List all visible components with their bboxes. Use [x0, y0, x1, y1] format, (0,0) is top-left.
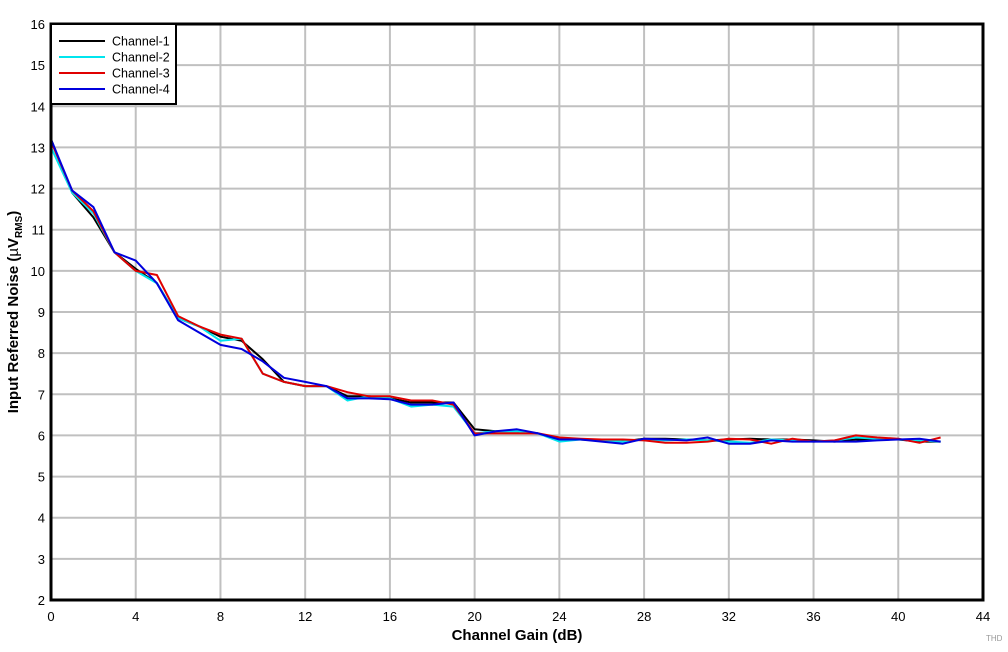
x-axis-ticks: 0 4 8 12 16 20 24 28 32 36 40 44 [47, 609, 990, 624]
x-tick-label: 24 [552, 609, 566, 624]
y-tick-label: 16 [31, 17, 45, 32]
x-tick-label: 40 [891, 609, 905, 624]
y-tick-label: 9 [38, 305, 45, 320]
legend-box [50, 23, 177, 105]
plot-frame [49, 22, 985, 602]
y-tick-label: 14 [31, 99, 45, 114]
x-tick-label: 16 [383, 609, 397, 624]
x-tick-label: 44 [976, 609, 990, 624]
x-tick-label: 12 [298, 609, 312, 624]
y-tick-label: 6 [38, 428, 45, 443]
data-series [50, 138, 941, 445]
y-tick-label: 12 [31, 182, 45, 197]
series-line-channel-1 [50, 138, 941, 443]
y-tick-label: 4 [38, 511, 45, 526]
x-axis-title: Channel Gain (dB) [452, 627, 583, 644]
y-tick-label: 15 [31, 58, 45, 73]
x-tick-label: 0 [47, 609, 54, 624]
y-tick-label: 2 [38, 593, 45, 608]
legend-label: Channel-2 [112, 51, 170, 65]
x-tick-label: 20 [467, 609, 481, 624]
legend-label: Channel-1 [112, 35, 170, 49]
y-axis-title: Input Referred Noise (µVRMS) [5, 211, 25, 414]
legend: Channel-1 Channel-2 Channel-3 Channel-4 [50, 23, 177, 105]
y-tick-label: 8 [38, 346, 45, 361]
watermark: THD [986, 634, 1003, 643]
y-tick-label: 13 [31, 140, 45, 155]
legend-label: Channel-3 [112, 67, 170, 81]
y-tick-label: 11 [32, 223, 46, 238]
x-tick-label: 4 [132, 609, 139, 624]
y-tick-label: 3 [38, 552, 45, 567]
x-tick-label: 8 [217, 609, 224, 624]
y-tick-label: 7 [38, 387, 45, 402]
y-tick-label: 5 [38, 470, 45, 485]
series-line-channel-2 [50, 146, 941, 444]
x-tick-label: 36 [806, 609, 820, 624]
y-axis-ticks: 2 3 4 5 6 7 8 9 10 11 12 13 14 15 16 [31, 17, 45, 608]
legend-label: Channel-4 [112, 83, 170, 97]
x-tick-label: 28 [637, 609, 651, 624]
grid-lines [51, 24, 983, 600]
x-tick-label: 32 [722, 609, 736, 624]
series-line-channel-3 [50, 140, 941, 445]
series-line-channel-4 [50, 138, 941, 445]
y-tick-label: 10 [31, 264, 45, 279]
